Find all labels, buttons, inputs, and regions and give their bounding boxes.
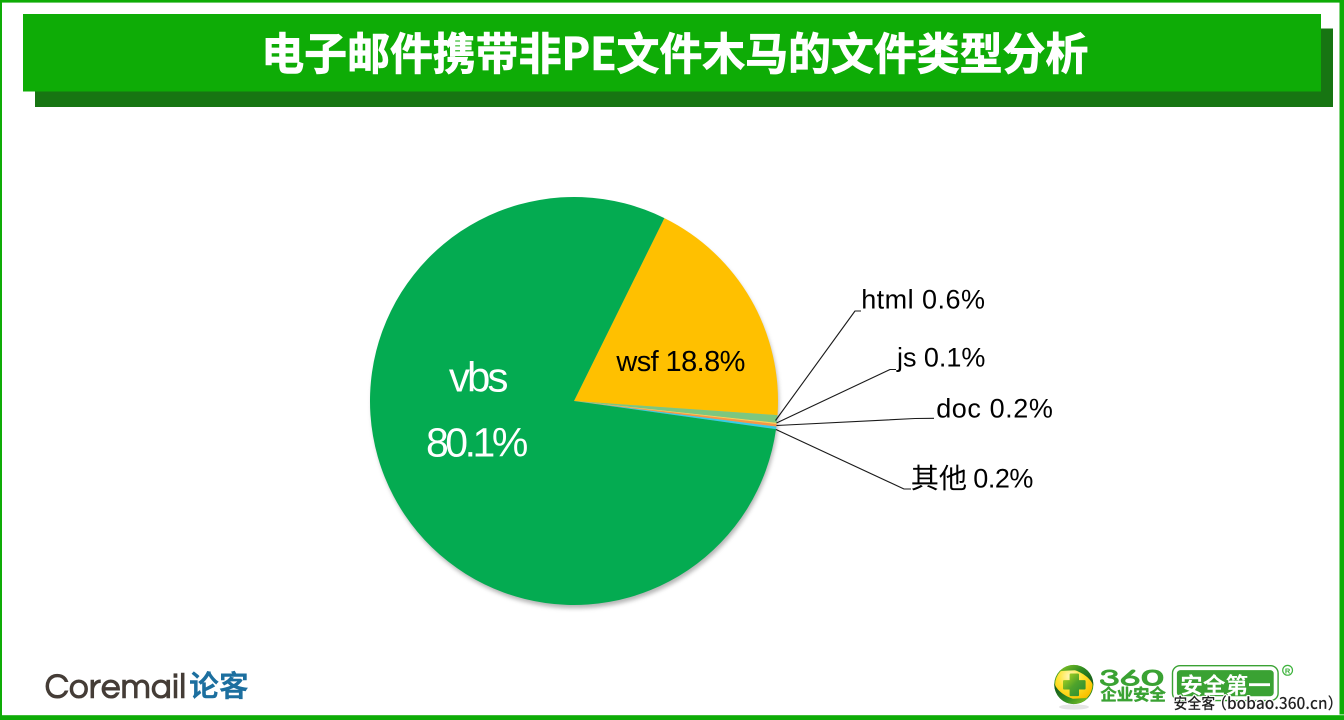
svg-text:0.2%: 0.2%: [973, 464, 1033, 494]
svg-text:R: R: [1285, 666, 1291, 675]
svg-text:wsf 18.8%: wsf 18.8%: [615, 346, 745, 378]
svg-text:vbs: vbs: [449, 354, 509, 401]
svg-text:html 0.6%: html 0.6%: [861, 285, 985, 315]
svg-text:doc 0.2%: doc 0.2%: [936, 394, 1053, 424]
svg-text:js 0.1%: js 0.1%: [896, 343, 985, 373]
svg-text:80.1%: 80.1%: [426, 420, 528, 466]
